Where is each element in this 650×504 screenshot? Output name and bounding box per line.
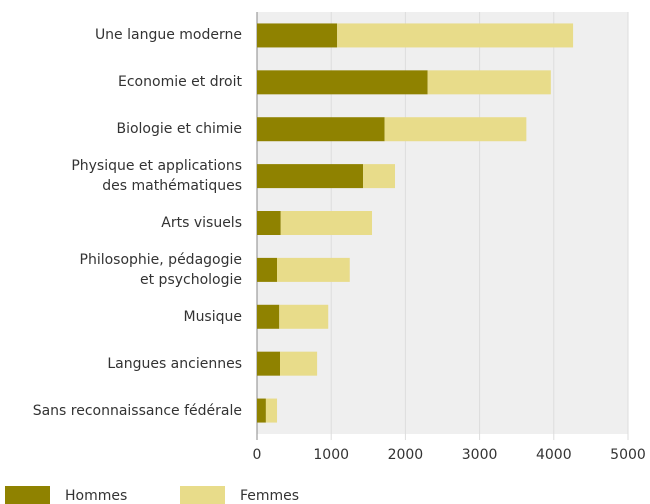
legend-label: Hommes (65, 488, 127, 504)
x-tick-label: 0 (253, 447, 262, 463)
bar-segment (363, 164, 396, 189)
x-tick-label: 5000 (610, 447, 646, 463)
bar-segment (257, 351, 281, 376)
x-tick-label: 2000 (388, 447, 424, 463)
y-tick-label: Musique (183, 308, 242, 325)
y-tick-label: Philosophie, pédagogie et psychologie (79, 251, 243, 288)
bar-segment (279, 304, 329, 329)
legend-swatch (5, 486, 50, 504)
bar-segment (257, 211, 281, 235)
legend-swatch (180, 486, 225, 504)
bar-segment (280, 351, 318, 376)
bar-segment (257, 398, 266, 423)
x-tick-label: 3000 (462, 447, 498, 463)
bar-segment (337, 23, 574, 48)
bar-segment (257, 23, 338, 48)
y-tick-label: Une langue moderne (94, 27, 242, 44)
y-tick-label: Biologie et chimie (116, 121, 242, 138)
y-tick-label: Langues anciennes (107, 355, 242, 372)
bar-segment (257, 257, 278, 282)
y-tick-label: Economie et droit (118, 74, 242, 91)
x-tick-label: 1000 (313, 447, 349, 463)
bar-segment (257, 117, 385, 142)
bar-segment (265, 398, 278, 423)
x-tick-label: 4000 (536, 447, 572, 463)
y-tick-label: Sans reconnaissance fédérale (32, 402, 242, 419)
bar-segment (427, 70, 551, 95)
legend-label: Femmes (240, 488, 299, 504)
bar-segment (280, 211, 373, 235)
y-tick-label: Arts visuels (161, 215, 242, 231)
y-tick-label: Physique et applications des mathématiqu… (71, 158, 242, 195)
bar-segment (384, 117, 527, 142)
bar-segment (257, 164, 364, 189)
bar-segment (257, 304, 280, 329)
bar-segment (277, 257, 350, 282)
bar-segment (257, 70, 428, 95)
